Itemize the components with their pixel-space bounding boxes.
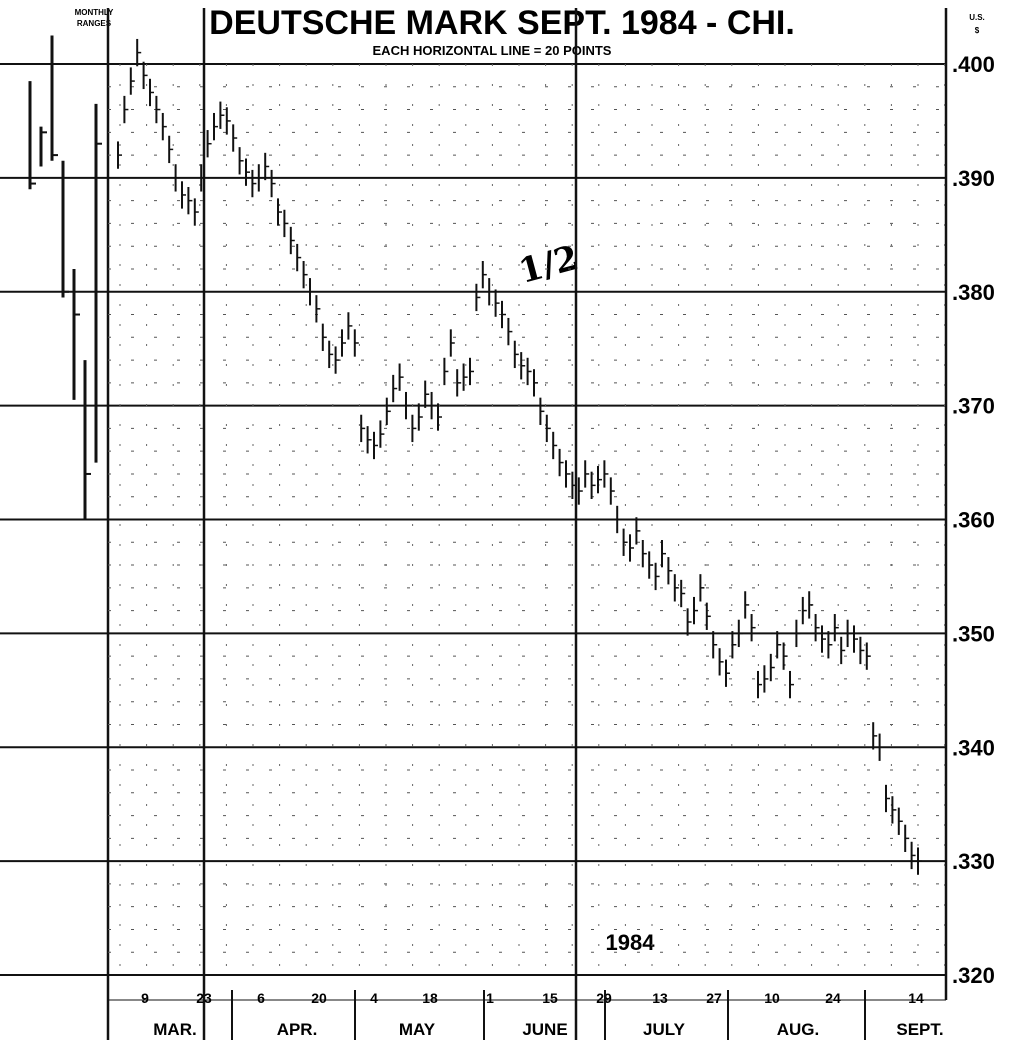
x-tick-label: 1 <box>486 990 494 1006</box>
x-tick-label: 15 <box>542 990 558 1006</box>
monthly-ranges-label-line2: RANGES <box>77 19 112 28</box>
y-tick-label: .390 <box>952 166 995 191</box>
month-label: JUNE <box>522 1020 567 1039</box>
y-tick-label: .340 <box>952 735 995 760</box>
x-tick-label: 6 <box>257 990 265 1006</box>
month-label: MAY <box>399 1020 436 1039</box>
x-tick-label: 14 <box>908 990 924 1006</box>
x-tick-label: 27 <box>706 990 722 1006</box>
x-tick-label: 10 <box>764 990 780 1006</box>
month-label: JULY <box>643 1020 686 1039</box>
x-tick-label: 9 <box>141 990 149 1006</box>
year-annotation: 1984 <box>606 930 656 955</box>
x-tick-label: 13 <box>652 990 668 1006</box>
y-tick-label: .400 <box>952 52 995 77</box>
x-tick-label: 20 <box>311 990 327 1006</box>
monthly-ranges-label-line1: MONTHLY <box>75 8 114 17</box>
y-tick-label: .350 <box>952 621 995 646</box>
x-tick-label: 23 <box>196 990 212 1006</box>
chart-subtitle: EACH HORIZONTAL LINE = 20 POINTS <box>373 43 612 58</box>
chart-title: DEUTSCHE MARK SEPT. 1984 - CHI. <box>209 4 795 42</box>
y-tick-label: .320 <box>952 963 995 988</box>
month-label: MAR. <box>153 1020 196 1039</box>
currency-label-line1: U.S. <box>969 13 985 22</box>
x-tick-label: 24 <box>825 990 841 1006</box>
month-label: AUG. <box>777 1020 820 1039</box>
y-tick-label: .360 <box>952 508 995 533</box>
y-tick-label: .330 <box>952 849 995 874</box>
x-tick-label: 18 <box>422 990 438 1006</box>
month-label: SEPT. <box>896 1020 943 1039</box>
y-tick-label: .370 <box>952 394 995 419</box>
y-tick-label: .380 <box>952 280 995 305</box>
currency-label-line2: $ <box>975 26 980 35</box>
x-tick-label: 4 <box>370 990 378 1006</box>
month-label: APR. <box>277 1020 318 1039</box>
